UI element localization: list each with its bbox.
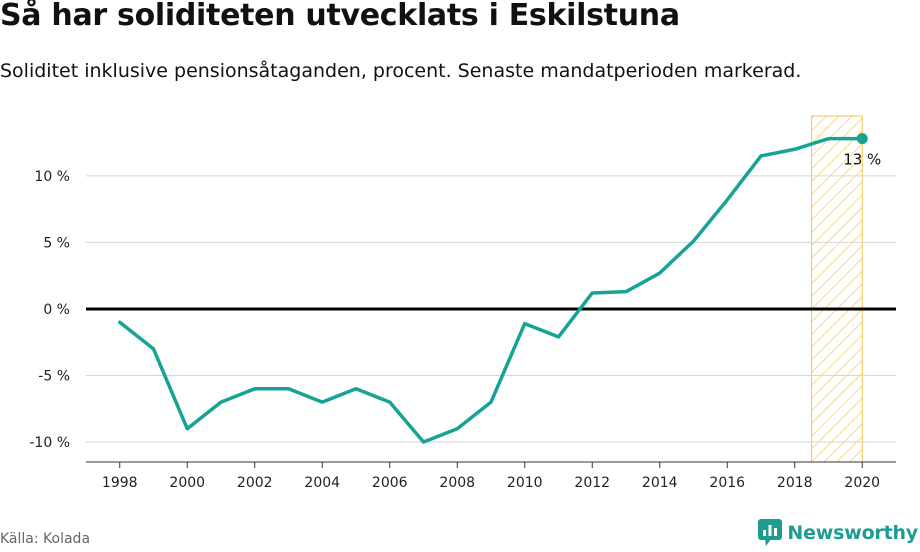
end-value-label: 13 % [843, 151, 881, 169]
y-tick-label: 5 % [43, 235, 70, 251]
x-tick-label: 2016 [709, 475, 745, 491]
x-tick-label: 2018 [777, 475, 813, 491]
x-tick-label: 2000 [169, 475, 205, 491]
chart-subtitle: Soliditet inklusive pensionsåtaganden, p… [0, 60, 802, 82]
x-tick-label: 1998 [102, 475, 138, 491]
y-tick-label: -5 % [38, 369, 70, 385]
x-tick-label: 2004 [304, 475, 340, 491]
brand-logo[interactable]: Newsworthy [758, 519, 918, 547]
newsworthy-chart-icon [758, 519, 783, 546]
end-point [856, 133, 868, 145]
highlight-period [811, 115, 863, 463]
x-tick-label: 2014 [642, 475, 678, 491]
source-note: Källa: Kolada [0, 531, 91, 547]
y-tick-label: 0 % [43, 302, 70, 318]
x-tick-label: 2006 [372, 475, 408, 491]
y-tick-label: -10 % [29, 435, 70, 451]
x-tick-label: 2012 [574, 475, 610, 491]
chart-title: Så har soliditeten utvecklats i Eskilstu… [0, 0, 680, 33]
series-line [118, 136, 864, 444]
y-tick-label: 10 % [34, 169, 70, 185]
x-tick-label: 2002 [237, 475, 273, 491]
x-tick-label: 2008 [439, 475, 475, 491]
brand-name: Newsworthy [787, 522, 918, 544]
x-tick-label: 2020 [844, 475, 880, 491]
x-tick-label: 2010 [507, 475, 543, 491]
